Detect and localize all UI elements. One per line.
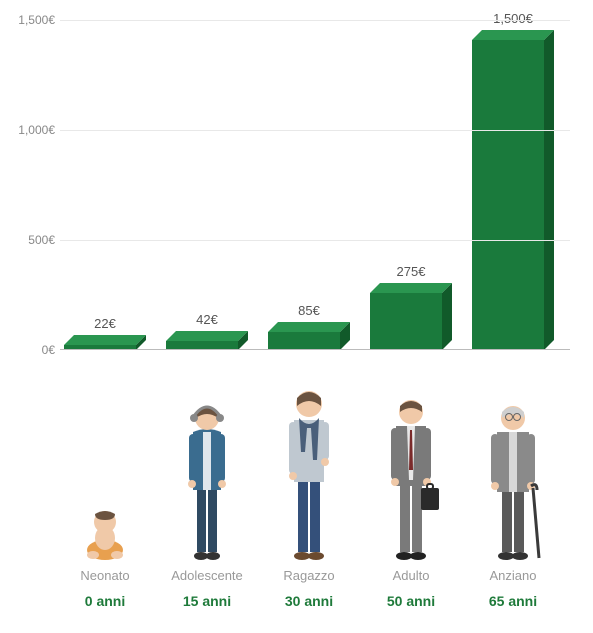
category-column: Adulto 50 anni (366, 568, 456, 609)
bar-value-label: 22€ (60, 316, 150, 331)
age-label: 65 anni (468, 593, 558, 609)
category-column: Neonato 0 anni (60, 568, 150, 609)
category-name: Neonato (60, 568, 150, 583)
y-tick-label: 1,000€ (5, 123, 55, 137)
bar: 275€ (366, 283, 456, 350)
category-column: Ragazzo 30 anni (264, 568, 354, 609)
category-name: Adolescente (162, 568, 252, 583)
category-column: Adolescente 15 anni (162, 568, 252, 609)
people-row (60, 360, 570, 560)
category-name: Adulto (366, 568, 456, 583)
bars-container: 22€42€85€275€1,500€ (60, 20, 570, 350)
age-label: 15 anni (162, 593, 252, 609)
y-axis: 0€500€1,000€1,500€ (5, 10, 55, 350)
bar: 85€ (264, 322, 354, 350)
y-tick-label: 500€ (5, 233, 55, 247)
person-illustration (60, 510, 150, 560)
bar-chart: 0€500€1,000€1,500€ 22€42€85€275€1,500€ (60, 10, 570, 350)
gridline (60, 130, 570, 131)
category-name: Ragazzo (264, 568, 354, 583)
y-tick-label: 1,500€ (5, 13, 55, 27)
y-tick-label: 0€ (5, 343, 55, 357)
category-name: Anziano (468, 568, 558, 583)
person-illustration (264, 375, 354, 560)
gridline (60, 20, 570, 21)
bar-value-label: 42€ (162, 312, 252, 327)
person-illustration (468, 390, 558, 560)
age-label: 30 anni (264, 593, 354, 609)
bar: 42€ (162, 331, 252, 350)
age-label: 50 anni (366, 593, 456, 609)
bar-value-label: 85€ (264, 303, 354, 318)
category-column: Anziano 65 anni (468, 568, 558, 609)
bar-value-label: 275€ (366, 264, 456, 279)
person-illustration (366, 385, 456, 560)
age-label: 0 anni (60, 593, 150, 609)
person-illustration (162, 392, 252, 560)
bar: 22€ (60, 335, 150, 350)
gridline (60, 240, 570, 241)
bar: 1,500€ (468, 30, 558, 350)
baseline (60, 349, 570, 350)
bar-value-label: 1,500€ (468, 11, 558, 26)
